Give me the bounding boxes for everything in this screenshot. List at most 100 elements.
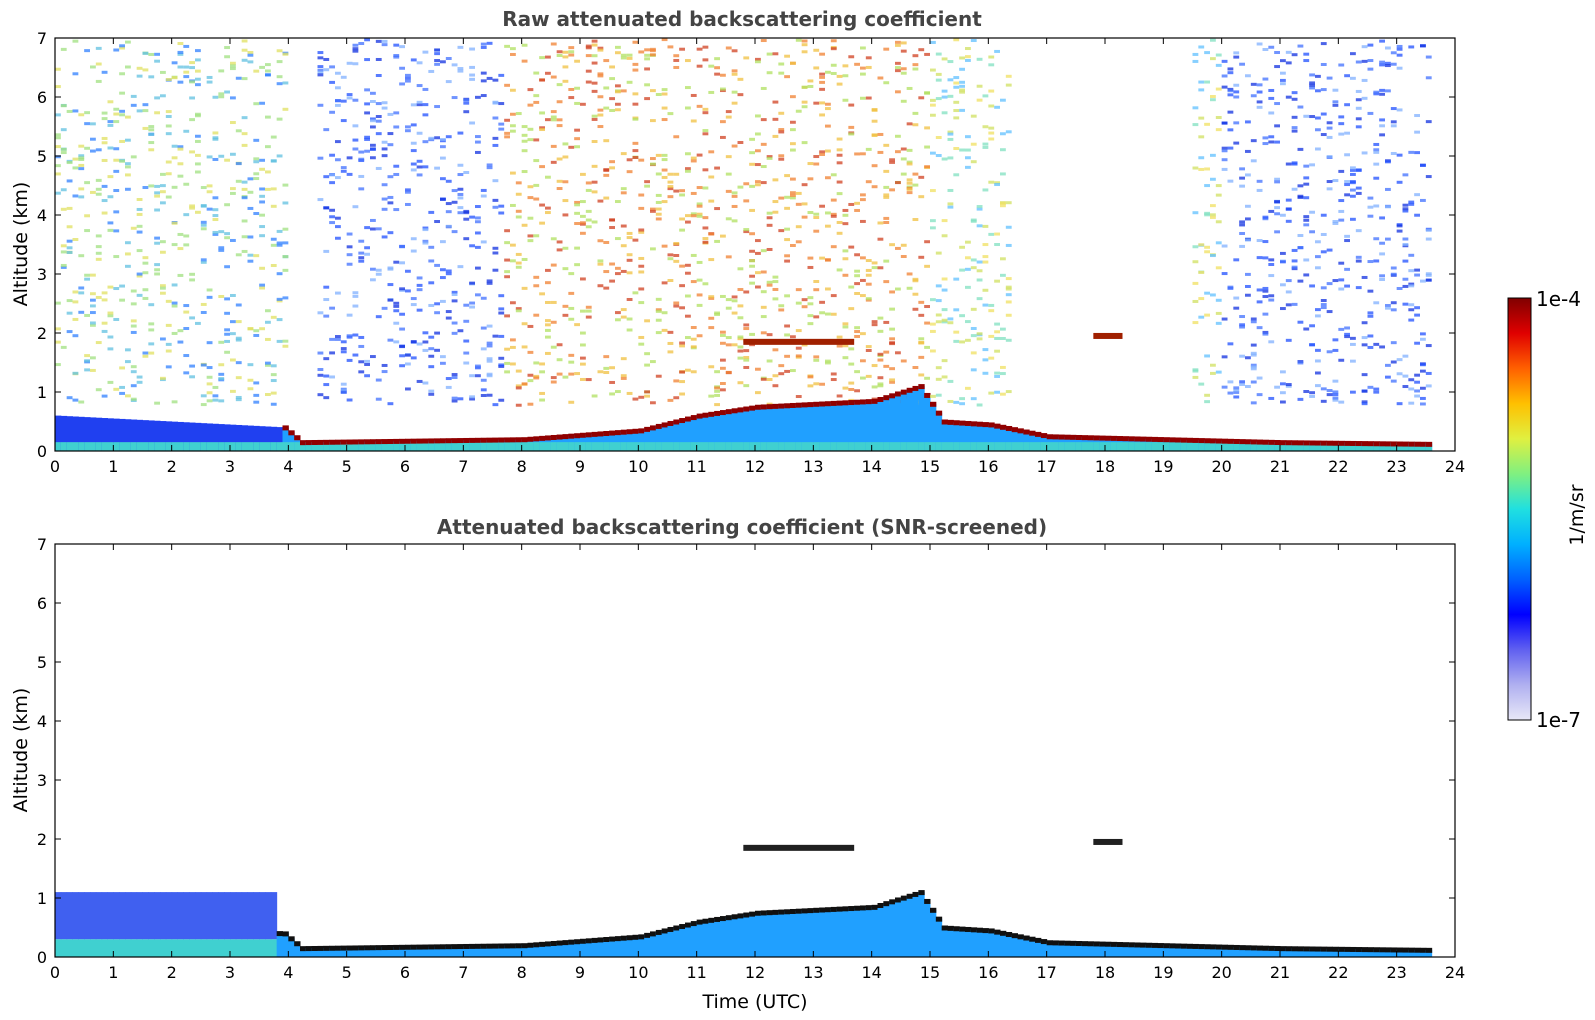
bottom-heatmap-layer — [953, 928, 960, 957]
top-heatmap-cell — [1262, 330, 1269, 334]
top-heatmap-surface — [1163, 442, 1170, 451]
bottom-heatmap-layer-top — [1291, 946, 1298, 952]
top-heatmap-cell — [259, 65, 265, 69]
top-heatmap-cell — [1000, 372, 1006, 376]
top-heatmap-cell — [585, 305, 592, 309]
top-heatmap-cell — [790, 128, 796, 132]
top-heatmap-cell — [241, 187, 248, 191]
top-y-axis-label: Altitude (km) — [10, 182, 32, 307]
top-heatmap-cell — [766, 52, 773, 56]
top-heatmap-surface — [510, 442, 517, 451]
top-heatmap-layer-top — [288, 430, 295, 436]
top-heatmap-cell — [819, 52, 825, 56]
top-heatmap-cell — [1221, 85, 1228, 89]
top-heatmap-cell — [1204, 211, 1210, 215]
top-heatmap-cell — [265, 187, 271, 191]
bottom-heatmap-layer-top — [842, 906, 849, 912]
top-heatmap-cell — [1303, 273, 1310, 277]
bottom-heatmap-layer-top — [562, 940, 569, 946]
top-heatmap-cell — [1250, 363, 1257, 367]
top-heatmap-cell — [1309, 284, 1315, 288]
bottom-heatmap-layer-top — [947, 925, 954, 931]
top-heatmap-cell — [1414, 268, 1420, 272]
top-heatmap-cell — [282, 241, 289, 245]
top-heatmap-cell — [667, 180, 674, 184]
top-heatmap-surface — [469, 442, 476, 451]
top-heatmap-cell — [1256, 83, 1263, 87]
top-heatmap-cell — [521, 322, 528, 326]
top-heatmap-cell — [801, 183, 808, 187]
top-heatmap-cell — [1420, 402, 1426, 406]
top-heatmap-cell — [772, 275, 779, 279]
top-heatmap-cell — [941, 111, 948, 115]
top-heatmap-cell — [230, 67, 236, 71]
top-heatmap-layer — [125, 419, 132, 451]
top-heatmap-cell — [790, 95, 796, 99]
top-heatmap-cell — [399, 327, 405, 331]
bottom-heatmap-layer — [463, 945, 470, 957]
top-heatmap-cell — [568, 372, 575, 376]
top-heatmap-cell — [772, 280, 779, 284]
top-heatmap-cell — [696, 104, 703, 108]
top-heatmap-cell — [743, 384, 750, 388]
top-x-tick-label: 21 — [1270, 457, 1290, 476]
bottom-heatmap-layer-top — [1320, 946, 1328, 952]
top-heatmap-cell — [276, 299, 283, 303]
bottom-heatmap-layer-top — [790, 908, 797, 914]
top-heatmap-layer-top — [335, 439, 342, 445]
top-heatmap-cell — [1239, 382, 1245, 386]
top-heatmap-cell — [119, 298, 125, 302]
top-heatmap-cell — [714, 312, 720, 316]
bottom-heatmap-surface — [183, 939, 190, 957]
bottom-heatmap-layer-top — [276, 931, 283, 937]
bottom-heatmap-surface — [165, 939, 173, 957]
bottom-heatmap-layer-top — [1402, 947, 1409, 953]
top-heatmap-surface — [253, 442, 260, 451]
bottom-heatmap-surface — [189, 939, 196, 957]
top-heatmap-cell — [346, 245, 353, 249]
bottom-heatmap-layer — [900, 897, 908, 957]
top-heatmap-layer-top — [1192, 437, 1199, 443]
bottom-heatmap-layer-top — [644, 932, 651, 938]
top-heatmap-cell — [574, 128, 580, 132]
bottom-x-tick-label: 18 — [1095, 963, 1115, 982]
top-heatmap-cell — [440, 197, 446, 201]
top-heatmap-cell — [224, 90, 230, 94]
top-heatmap-cell — [988, 303, 995, 307]
top-heatmap-layer — [78, 416, 85, 451]
top-heatmap-cell — [1315, 147, 1321, 151]
top-heatmap-cell — [877, 237, 884, 241]
top-heatmap-cell — [976, 297, 983, 301]
top-heatmap-cell — [393, 55, 400, 59]
top-heatmap-cell — [457, 397, 464, 401]
bottom-heatmap-layer — [679, 926, 686, 957]
top-heatmap-cell — [1414, 213, 1420, 217]
top-heatmap-cell — [1309, 73, 1315, 77]
bottom-heatmap-layer-top — [696, 919, 703, 925]
top-heatmap-cell — [1192, 299, 1199, 303]
top-heatmap-cell — [78, 187, 85, 191]
bottom-heatmap-layer-top — [603, 937, 610, 943]
top-heatmap-cell — [1402, 302, 1409, 306]
bottom-heatmap-surface — [125, 939, 132, 957]
top-heatmap-surface — [416, 442, 423, 451]
top-heatmap-cell — [136, 272, 143, 276]
top-heatmap-cell — [1192, 59, 1199, 63]
top-heatmap-cell — [883, 280, 890, 284]
top-heatmap-cell — [673, 65, 680, 69]
top-heatmap-cell — [107, 100, 114, 104]
top-heatmap-cell — [1215, 266, 1222, 270]
top-heatmap-cell — [626, 258, 633, 262]
top-heatmap-surface — [737, 442, 744, 451]
top-heatmap-cell — [428, 259, 435, 263]
top-heatmap-cell — [679, 47, 685, 51]
top-heatmap-cell — [463, 101, 470, 105]
top-heatmap-cell — [265, 361, 271, 365]
bottom-heatmap-layer-top — [970, 927, 978, 933]
top-heatmap-cell — [679, 380, 685, 384]
top-heatmap-layer-top — [690, 415, 698, 421]
top-heatmap-layer — [918, 386, 925, 451]
top-heatmap-layer-top — [1011, 427, 1018, 433]
top-heatmap-cell — [270, 364, 277, 368]
top-heatmap-cell — [685, 220, 691, 224]
